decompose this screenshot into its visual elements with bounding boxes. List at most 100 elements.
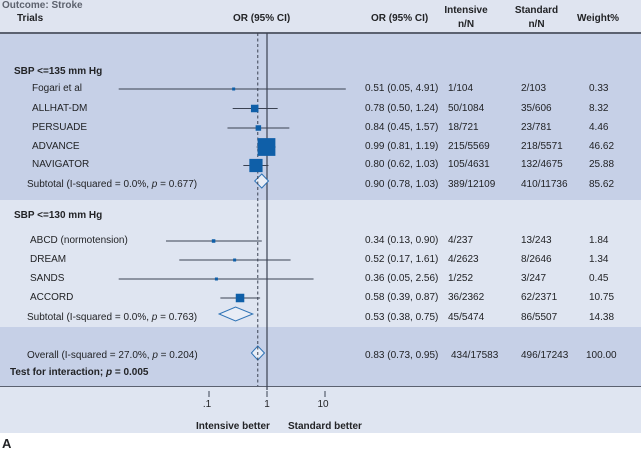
standard-events: 13/243 [521, 235, 552, 246]
axis-band [0, 387, 641, 433]
study-name: ABCD (normotension) [30, 235, 128, 246]
group-band-sbp-130 [0, 200, 641, 327]
weight-percent: 4.46 [589, 122, 609, 133]
interaction-prefix: Test for interaction; [10, 367, 106, 378]
header-band [0, 0, 641, 33]
group-header-row: SBP <=135 mm Hg [0, 66, 641, 78]
intensive-events: 215/5569 [448, 141, 490, 152]
intensive-events: 105/4631 [448, 159, 490, 170]
weight-percent: 100.00 [586, 350, 617, 361]
subtotal-label-suffix: = 0.677) [157, 179, 198, 190]
standard-events: 410/11736 [521, 179, 568, 190]
overall-label-prefix: Overall (I-squared = 27.0%, [27, 350, 153, 361]
subtotal-row: Subtotal (I-squared = 0.0%, p = 0.763) 0… [0, 312, 641, 324]
weight-percent: 1.34 [589, 254, 609, 265]
odds-ratio-ci: 0.99 (0.81, 1.19) [365, 141, 439, 152]
p-symbol: p [151, 179, 158, 190]
study-row: DREAM 0.52 (0.17, 1.61) 4/2623 8/2646 1.… [0, 254, 641, 266]
column-header-standard-sub: n/N [528, 19, 545, 30]
study-name: NAVIGATOR [32, 159, 90, 170]
intensive-events: 36/2362 [448, 292, 485, 303]
weight-percent: 46.62 [589, 141, 615, 152]
odds-ratio-ci: 0.53 (0.38, 0.75) [365, 312, 439, 323]
subtotal-label-prefix: Subtotal (I-squared = 0.0%, [27, 179, 152, 190]
study-row: Fogari et al 0.51 (0.05, 4.91) 1/104 2/1… [0, 83, 641, 95]
study-name: ALLHAT-DM [32, 103, 88, 114]
outcome-label: Outcome: Stroke [2, 0, 83, 11]
standard-events: 3/247 [521, 273, 547, 284]
standard-events: 8/2646 [521, 254, 552, 265]
column-header-intensive: Intensive [444, 5, 488, 16]
column-header-standard: Standard [514, 5, 559, 16]
group-label: SBP <=135 mm Hg [14, 66, 103, 77]
intensive-events: 4/2623 [448, 254, 479, 265]
group-header-row: SBP <=130 mm Hg [0, 210, 641, 222]
panel-label: A [2, 436, 12, 451]
study-row: SANDS 0.36 (0.05, 2.56) 1/252 3/247 0.45 [0, 273, 641, 285]
study-name: ADVANCE [32, 141, 80, 152]
odds-ratio-ci: 0.34 (0.13, 0.90) [365, 235, 439, 246]
intensive-events: 4/237 [448, 235, 474, 246]
study-row: ACCORD 0.58 (0.39, 0.87) 36/2362 62/2371… [0, 292, 641, 304]
study-row: ABCD (normotension) 0.34 (0.13, 0.90) 4/… [0, 235, 641, 247]
weight-percent: 25.88 [589, 159, 615, 170]
group-band-sbp-135 [0, 33, 641, 200]
weight-percent: 1.84 [589, 235, 609, 246]
weight-percent: 0.45 [589, 273, 609, 284]
odds-ratio-ci: 0.78 (0.50, 1.24) [365, 103, 439, 114]
x-tick-label: .1 [202, 399, 212, 410]
weight-percent: 14.38 [589, 312, 615, 323]
odds-ratio-ci: 0.58 (0.39, 0.87) [365, 292, 439, 303]
study-row: PERSUADE 0.84 (0.45, 1.57) 18/721 23/781… [0, 122, 641, 134]
x-tick-label: 1 [264, 399, 270, 410]
p-symbol: p [151, 312, 158, 323]
odds-ratio-ci: 0.90 (0.78, 1.03) [365, 179, 439, 190]
odds-ratio-ci: 0.83 (0.73, 0.95) [365, 350, 439, 361]
weight-percent: 10.75 [589, 292, 615, 303]
standard-events: 2/103 [521, 83, 547, 94]
p-symbol: p [152, 350, 158, 361]
weight-percent: 85.62 [589, 179, 615, 190]
standard-events: 496/17243 [521, 350, 569, 361]
intensive-events: 434/17583 [451, 350, 499, 361]
subtotal-label: Subtotal (I-squared = 0.0%, p = 0.677) [27, 179, 197, 191]
standard-events: 86/5507 [521, 312, 558, 323]
subtotal-row: Subtotal (I-squared = 0.0%, p = 0.677) 0… [0, 179, 641, 191]
intensive-events: 1/252 [448, 273, 474, 284]
x-label-intensive-better: Intensive better [196, 421, 270, 432]
column-header-weight: Weight% [577, 13, 620, 24]
standard-events: 132/4675 [521, 159, 563, 170]
odds-ratio-ci: 0.80 (0.62, 1.03) [365, 159, 439, 170]
column-header-or: OR (95% CI) [371, 13, 429, 24]
subtotal-label: Subtotal (I-squared = 0.0%, p = 0.763) [27, 312, 197, 324]
intensive-events: 45/5474 [448, 312, 485, 323]
interaction-row: Test for interaction; p = 0.005 [0, 367, 641, 379]
study-name: Fogari et al [32, 83, 83, 94]
study-row: ALLHAT-DM 0.78 (0.50, 1.24) 50/1084 35/6… [0, 103, 641, 115]
overall-label-suffix: = 0.204) [157, 350, 198, 361]
odds-ratio-ci: 0.52 (0.17, 1.61) [365, 254, 439, 265]
weight-percent: 8.32 [589, 103, 609, 114]
standard-events: 35/606 [521, 103, 552, 114]
study-name: SANDS [30, 273, 65, 284]
study-name: PERSUADE [32, 122, 88, 133]
p-symbol: p [105, 367, 113, 378]
column-header-intensive-sub: n/N [457, 19, 475, 30]
weight-percent: 0.33 [589, 83, 609, 94]
header-divider [0, 32, 641, 34]
intensive-events: 1/104 [448, 83, 474, 94]
column-header-plot: OR (95% CI) [233, 13, 291, 24]
intensive-events: 18/721 [448, 122, 479, 133]
standard-events: 62/2371 [521, 292, 558, 303]
intensive-events: 50/1084 [448, 103, 485, 114]
study-name: DREAM [30, 254, 67, 265]
study-row: ADVANCE 0.99 (0.81, 1.19) 215/5569 218/5… [0, 141, 641, 153]
standard-events: 218/5571 [521, 141, 563, 152]
intensive-events: 389/12109 [448, 179, 496, 190]
subtotal-label-prefix: Subtotal (I-squared = 0.0%, [27, 312, 152, 323]
interaction-suffix: = 0.005 [112, 367, 149, 378]
study-row: NAVIGATOR 0.80 (0.62, 1.03) 105/4631 132… [0, 159, 641, 171]
standard-events: 23/781 [521, 122, 552, 133]
x-label-standard-better: Standard better [288, 421, 362, 432]
